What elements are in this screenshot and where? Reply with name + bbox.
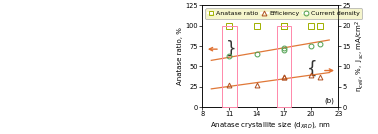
- Y-axis label: η$_{cell}$, %,  J$_{sc}$, mA/cm$^{2}$: η$_{cell}$, %, J$_{sc}$, mA/cm$^{2}$: [354, 20, 366, 92]
- Text: {: {: [307, 60, 317, 78]
- Bar: [222, 26, 237, 107]
- Text: }: }: [226, 40, 237, 58]
- Legend: Anatase ratio, Efficiency, Current density: Anatase ratio, Efficiency, Current densi…: [205, 8, 363, 19]
- X-axis label: Anatase crystallite size (d$_{XRD}$), nm: Anatase crystallite size (d$_{XRD}$), nm: [210, 120, 331, 130]
- Bar: [277, 26, 291, 107]
- Y-axis label: Anatase ratio, %: Anatase ratio, %: [177, 27, 183, 85]
- Text: (b): (b): [324, 98, 334, 104]
